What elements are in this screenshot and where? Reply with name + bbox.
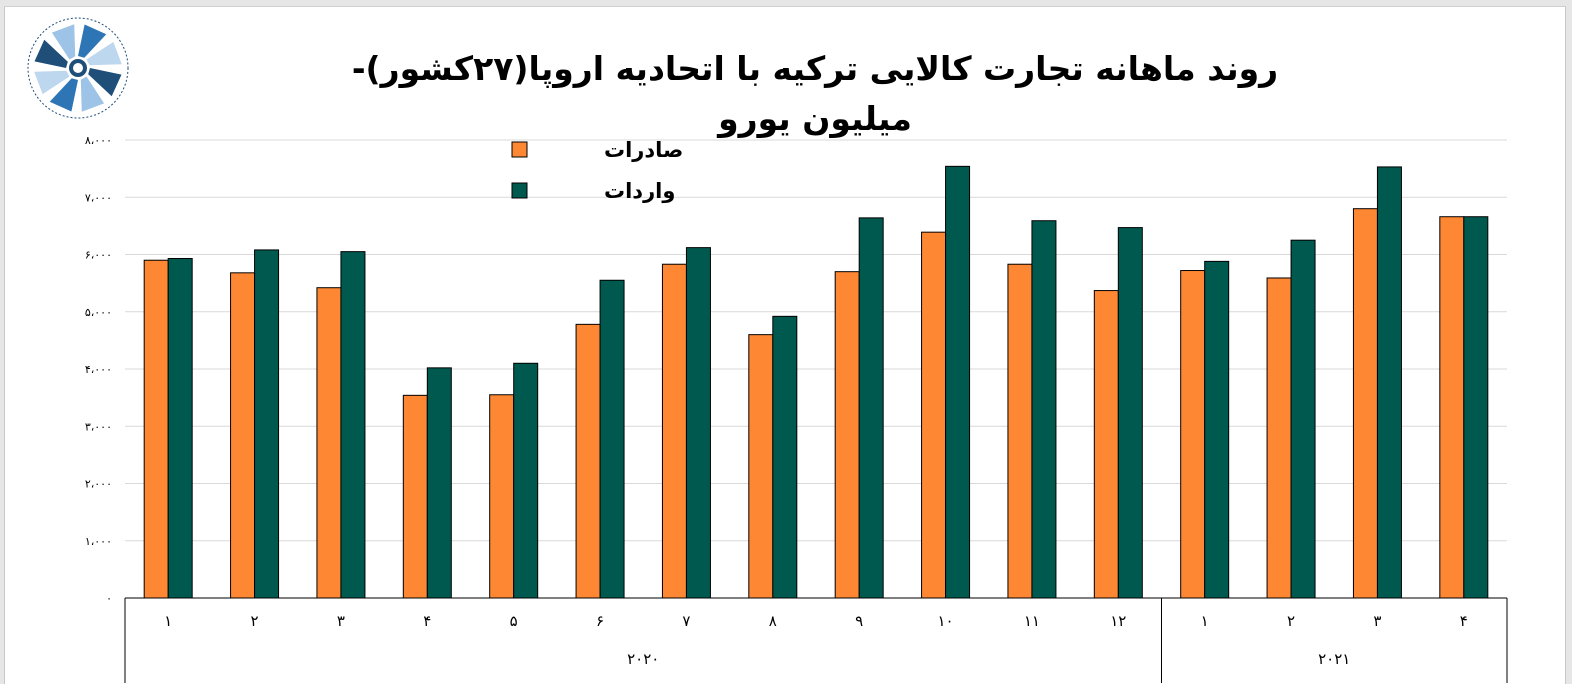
bar-imports bbox=[945, 165, 971, 599]
y-axis-ticks: ۰ ۱،۰۰۰ ۲،۰۰۰ ۳،۰۰۰ ۴،۰۰۰ ۵،۰۰۰ ۶،۰۰۰ ۷،۰۰۰ ۸،۰۰… bbox=[85, 134, 112, 605]
x-tick-label: ۱۱ bbox=[1024, 612, 1040, 630]
x-tick-label: ۴ bbox=[1460, 612, 1468, 630]
bar-imports bbox=[685, 247, 711, 599]
y-tick-label: ۲،۰۰۰ bbox=[85, 478, 112, 491]
bar-exports bbox=[661, 263, 687, 599]
legend-label: واردات bbox=[604, 179, 675, 203]
chart-title: روند ماهانه تجارت کالایی ترکیه با اتحادی… bbox=[351, 49, 1279, 138]
x-tick-label: ۲ bbox=[251, 612, 259, 630]
bar-exports bbox=[316, 287, 342, 599]
logo-blade bbox=[80, 76, 105, 112]
bar-imports bbox=[426, 367, 452, 599]
logo-blade bbox=[34, 39, 68, 68]
bar-imports bbox=[167, 258, 193, 599]
logo-blade bbox=[49, 78, 78, 112]
bar-imports bbox=[1290, 239, 1316, 599]
y-tick-label: ۵،۰۰۰ bbox=[85, 306, 112, 319]
logo-blade bbox=[34, 70, 70, 95]
bar-imports bbox=[1376, 166, 1402, 599]
y-tick-label: ۸،۰۰۰ bbox=[85, 134, 112, 147]
x-tick-label: ۱۲ bbox=[1110, 612, 1126, 630]
x-tick-label: ۲ bbox=[1287, 612, 1295, 630]
x-tick-label: ۸ bbox=[769, 612, 777, 630]
bars bbox=[143, 165, 1489, 599]
x-tick-label: ۳ bbox=[1373, 612, 1381, 630]
x-group-label: ۲۰۲۰ bbox=[627, 650, 659, 668]
x-tick-label: ۳ bbox=[337, 612, 345, 630]
bar-imports bbox=[513, 362, 539, 599]
bar-imports bbox=[1204, 260, 1230, 599]
bar-exports bbox=[575, 323, 601, 599]
bar-imports bbox=[772, 315, 798, 599]
y-tick-label: ۷،۰۰۰ bbox=[85, 191, 112, 204]
legend-swatch bbox=[511, 182, 528, 199]
x-tick-label: ۹ bbox=[855, 612, 863, 630]
y-tick-label: ۱،۰۰۰ bbox=[85, 535, 112, 548]
legend-label: صادرات bbox=[604, 138, 683, 162]
y-tick-label: ۳،۰۰۰ bbox=[85, 420, 112, 433]
bar-exports bbox=[1439, 216, 1465, 599]
x-group-label: ۲۰۲۱ bbox=[1318, 650, 1350, 668]
bar-exports bbox=[489, 394, 515, 599]
bar-imports bbox=[858, 217, 884, 599]
x-tick-label: ۷ bbox=[682, 612, 690, 630]
chamber-of-commerce-logo-icon bbox=[27, 17, 129, 119]
y-tick-label: ۰ bbox=[106, 592, 112, 605]
x-tick-label: ۵ bbox=[510, 612, 518, 630]
bar-imports bbox=[340, 251, 366, 599]
logo-blade bbox=[86, 41, 122, 66]
bar-exports bbox=[230, 272, 256, 599]
bar-exports bbox=[1266, 277, 1292, 599]
bar-imports bbox=[1031, 220, 1057, 599]
bar-exports bbox=[1352, 208, 1378, 599]
y-tick-label: ۶،۰۰۰ bbox=[85, 249, 112, 262]
x-tick-label: ۱ bbox=[164, 612, 172, 630]
y-tick-label: ۴،۰۰۰ bbox=[85, 363, 112, 376]
bar-exports bbox=[748, 334, 774, 599]
bar-imports bbox=[254, 249, 280, 599]
x-tick-label: ۱ bbox=[1201, 612, 1209, 630]
x-tick-label: ۱۰ bbox=[938, 612, 954, 630]
logo-blade bbox=[88, 68, 122, 97]
x-tick-label: ۶ bbox=[596, 612, 604, 630]
logo-blade bbox=[78, 24, 107, 58]
bar-exports bbox=[1180, 270, 1206, 599]
x-tick-label: ۴ bbox=[423, 612, 431, 630]
bar-exports bbox=[1093, 290, 1119, 599]
bar-imports bbox=[1463, 216, 1489, 599]
legend: صادرات واردات bbox=[511, 138, 683, 203]
bar-exports bbox=[921, 231, 947, 599]
bar-imports bbox=[1117, 227, 1143, 599]
logo-blade bbox=[51, 24, 76, 60]
bar-imports bbox=[599, 279, 625, 599]
bar-exports bbox=[402, 394, 428, 599]
bar-exports bbox=[1007, 263, 1033, 599]
legend-swatch bbox=[511, 141, 528, 158]
bar-exports bbox=[834, 271, 860, 599]
bar-exports bbox=[143, 259, 169, 599]
